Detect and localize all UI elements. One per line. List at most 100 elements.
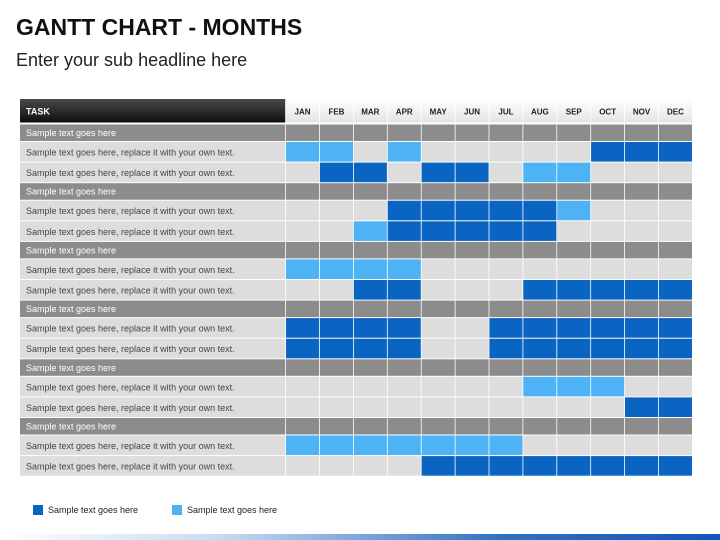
gantt-cell	[387, 259, 421, 279]
gantt-cell	[421, 221, 455, 241]
gantt-cell	[658, 221, 692, 241]
group-row-cell	[489, 183, 523, 200]
group-row	[20, 418, 286, 435]
task-label-cell	[20, 397, 286, 417]
gantt-cell	[591, 221, 625, 241]
gantt-cell	[387, 456, 421, 476]
task-label: Sample text goes here, replace it with y…	[26, 206, 235, 216]
group-row-cell	[286, 241, 320, 259]
task-label: Sample text goes here, replace it with y…	[26, 286, 235, 296]
gantt-cell	[591, 200, 625, 221]
month-header-label: DEC	[667, 108, 684, 117]
group-row	[20, 241, 286, 259]
group-row-cell	[319, 124, 353, 141]
group-row-cell	[658, 124, 692, 141]
group-row-cell	[489, 124, 523, 141]
month-header-cell	[455, 99, 489, 123]
group-row-cell	[421, 241, 455, 259]
gantt-cell	[557, 142, 591, 162]
gantt-cell	[523, 259, 557, 279]
gantt-cell	[625, 376, 659, 397]
group-row-cell	[286, 124, 320, 141]
month-header-cell	[286, 99, 320, 123]
group-row-cell	[625, 241, 659, 259]
group-row-cell	[591, 359, 625, 376]
gantt-cell	[625, 280, 659, 300]
group-row-cell	[421, 359, 455, 376]
gantt-cell	[455, 200, 489, 221]
page-subtitle: Enter your sub headline here	[16, 50, 248, 70]
group-row	[20, 300, 286, 318]
gantt-cell	[523, 435, 557, 456]
group-row-cell	[455, 124, 489, 141]
gantt-cell	[658, 338, 692, 359]
gantt-cell	[658, 259, 692, 279]
gantt-cell	[387, 318, 421, 338]
gantt-cell	[421, 280, 455, 300]
gantt-cell	[455, 435, 489, 456]
gantt-cell	[658, 376, 692, 397]
task-label: Sample text goes here, replace it with y…	[26, 324, 235, 334]
group-row-cell	[523, 359, 557, 376]
gantt-cell	[489, 456, 523, 476]
gantt-cell	[353, 259, 387, 279]
gantt-cell	[353, 435, 387, 456]
gantt-cell	[591, 435, 625, 456]
gantt-cell	[557, 280, 591, 300]
gantt-cell	[353, 162, 387, 183]
gantt-cell	[523, 397, 557, 417]
gantt-cell	[658, 280, 692, 300]
gantt-cell	[658, 397, 692, 417]
group-row-cell	[625, 124, 659, 141]
gantt-cell	[387, 397, 421, 417]
month-header-cell	[591, 99, 625, 123]
gantt-cell	[489, 259, 523, 279]
gantt-cell	[591, 376, 625, 397]
gantt-cell	[625, 162, 659, 183]
group-row-cell	[658, 418, 692, 435]
group-row-cell	[557, 359, 591, 376]
gantt-cell	[353, 142, 387, 162]
group-row-cell	[557, 300, 591, 318]
gantt-cell	[557, 162, 591, 183]
month-header-label: SEP	[566, 108, 583, 117]
group-row-cell	[489, 359, 523, 376]
gantt-cell	[658, 142, 692, 162]
task-label-cell	[20, 456, 286, 476]
task-label-cell	[20, 435, 286, 456]
gantt-cell	[286, 142, 320, 162]
gantt-cell	[455, 397, 489, 417]
group-row-cell	[387, 183, 421, 200]
gantt-cell	[353, 456, 387, 476]
gantt-cell	[353, 280, 387, 300]
gantt-cell	[557, 456, 591, 476]
gantt-cell	[319, 456, 353, 476]
group-row-cell	[319, 418, 353, 435]
gantt-cell	[658, 435, 692, 456]
group-row-label: Sample text goes here	[26, 128, 116, 138]
task-label: Sample text goes here, replace it with y…	[26, 382, 235, 392]
gantt-cell	[455, 280, 489, 300]
group-row-cell	[523, 124, 557, 141]
group-row-cell	[455, 418, 489, 435]
gantt-cell	[557, 200, 591, 221]
gantt-cell	[421, 200, 455, 221]
task-label-cell	[20, 376, 286, 397]
group-row	[20, 124, 286, 141]
gantt-cell	[286, 456, 320, 476]
gantt-cell	[421, 376, 455, 397]
gantt-cell	[557, 338, 591, 359]
gantt-cell	[625, 221, 659, 241]
gantt-cell	[523, 200, 557, 221]
gantt-cell	[557, 397, 591, 417]
group-row-cell	[353, 183, 387, 200]
gantt-cell	[421, 318, 455, 338]
gantt-cell	[625, 397, 659, 417]
group-row-cell	[455, 183, 489, 200]
gantt-cell	[353, 200, 387, 221]
gantt-cell	[658, 318, 692, 338]
gantt-cell	[319, 259, 353, 279]
month-header-label: OCT	[599, 108, 616, 117]
group-row-cell	[658, 300, 692, 318]
task-header-label: TASK	[26, 107, 50, 117]
